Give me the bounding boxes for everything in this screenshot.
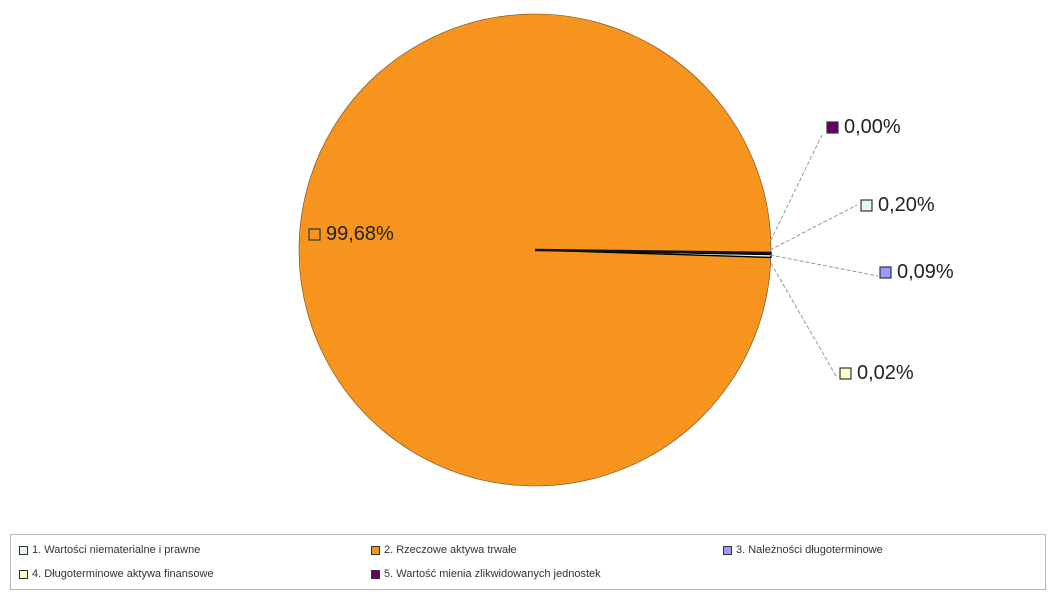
data-label-swatch-2 bbox=[309, 229, 320, 240]
legend-item-1: 1. Wartości niematerialne i prawne bbox=[19, 544, 200, 556]
legend-label-4: 4. Długoterminowe aktywa finansowe bbox=[32, 568, 214, 580]
legend-label-2: 2. Rzeczowe aktywa trwałe bbox=[384, 544, 517, 556]
legend-label-1: 1. Wartości niematerialne i prawne bbox=[32, 544, 200, 556]
data-label-swatch-5 bbox=[827, 122, 838, 133]
data-label-swatch-4 bbox=[840, 368, 851, 379]
legend-swatch-5 bbox=[371, 570, 380, 579]
data-label-2: 99,68% bbox=[326, 223, 394, 245]
data-label-swatch-1 bbox=[861, 200, 872, 211]
legend-item-3: 3. Należności długoterminowe bbox=[723, 544, 883, 556]
leader-line-1 bbox=[770, 205, 857, 250]
data-label-3: 0,09% bbox=[897, 261, 954, 283]
legend-swatch-1 bbox=[19, 546, 28, 555]
data-label-swatch-3 bbox=[880, 267, 891, 278]
leader-line-5 bbox=[768, 135, 822, 246]
legend-swatch-2 bbox=[371, 546, 380, 555]
legend-item-2: 2. Rzeczowe aktywa trwałe bbox=[371, 544, 517, 556]
leader-line-3 bbox=[770, 255, 878, 276]
legend-swatch-3 bbox=[723, 546, 732, 555]
chart-legend: 1. Wartości niematerialne i prawne 2. Rz… bbox=[10, 534, 1046, 590]
data-label-5: 0,00% bbox=[844, 116, 901, 138]
legend-swatch-4 bbox=[19, 570, 28, 579]
legend-label-3: 3. Należności długoterminowe bbox=[736, 544, 883, 556]
legend-item-5: 5. Wartość mienia zlikwidowanych jednost… bbox=[371, 568, 601, 580]
legend-item-4: 4. Długoterminowe aktywa finansowe bbox=[19, 568, 214, 580]
leader-line-4 bbox=[768, 258, 836, 376]
pie-chart: 99,68% 0,20% 0,09% 0,02% 0,00% bbox=[0, 0, 1049, 530]
data-label-1: 0,20% bbox=[878, 194, 935, 216]
data-label-4: 0,02% bbox=[857, 362, 914, 384]
legend-label-5: 5. Wartość mienia zlikwidowanych jednost… bbox=[384, 568, 601, 580]
